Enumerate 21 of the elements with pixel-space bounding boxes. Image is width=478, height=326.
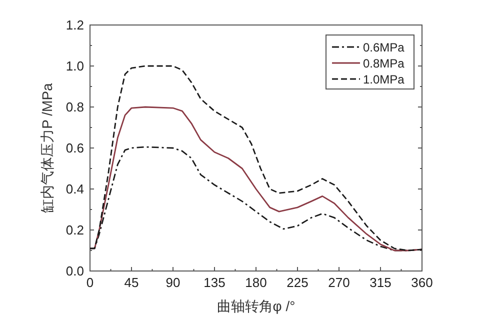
x-tick-label: 180 (245, 275, 267, 290)
y-tick-label: 0.8 (66, 100, 84, 114)
x-tick-label: 360 (411, 275, 433, 290)
x-tick-label: 225 (286, 275, 308, 290)
y-tick-label: 1.0 (66, 58, 84, 74)
legend-label: 0.8MPa (363, 56, 405, 70)
y-axis-title: 缸内气体压力P /MPa (39, 82, 55, 213)
legend-label: 0.6MPa (363, 40, 405, 54)
y-tick-label: 0.6 (66, 140, 84, 156)
x-tick-label: 45 (124, 275, 139, 290)
y-tick-label: 0.0 (66, 264, 84, 278)
x-axis-title: 曲轴转角φ /° (216, 298, 296, 314)
y-tick-label: 0.4 (66, 182, 84, 196)
x-tick-label: 315 (370, 275, 392, 290)
y-tick-label: 0.2 (66, 222, 84, 238)
legend-label: 1.0MPa (363, 72, 405, 86)
x-tick-label: 135 (204, 275, 226, 290)
x-tick-label: 90 (166, 275, 180, 290)
y-tick-label: 1.2 (66, 18, 84, 32)
x-tick-label: 270 (328, 275, 350, 290)
x-tick-label: 0 (86, 275, 94, 290)
